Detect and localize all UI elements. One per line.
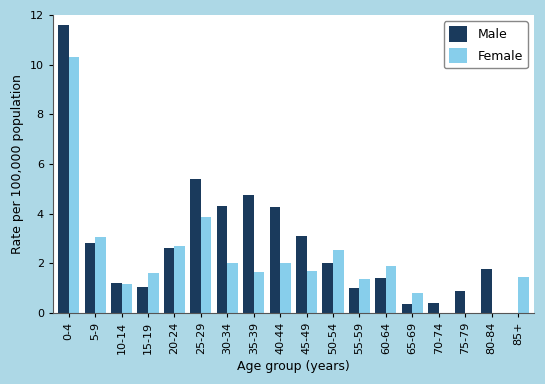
Bar <box>349 288 360 313</box>
Bar <box>69 57 79 313</box>
Bar <box>254 272 264 313</box>
Bar <box>95 237 106 313</box>
Bar <box>174 246 185 313</box>
Bar <box>270 207 280 313</box>
Bar <box>376 278 386 313</box>
Bar <box>148 273 159 313</box>
Bar <box>413 293 423 313</box>
Bar <box>122 285 132 313</box>
X-axis label: Age group (years): Age group (years) <box>237 360 350 373</box>
Bar <box>201 217 211 313</box>
Bar <box>481 270 492 313</box>
Bar <box>386 266 396 313</box>
Bar <box>518 277 529 313</box>
Bar <box>243 195 254 313</box>
Bar <box>111 283 122 313</box>
Bar <box>280 263 290 313</box>
Bar <box>137 287 148 313</box>
Y-axis label: Rate per 100,000 population: Rate per 100,000 population <box>11 74 24 254</box>
Bar <box>402 304 413 313</box>
Bar <box>307 271 317 313</box>
Bar <box>428 303 439 313</box>
Bar <box>84 243 95 313</box>
Legend: Male, Female: Male, Female <box>444 22 528 68</box>
Bar <box>360 280 370 313</box>
Bar <box>227 263 238 313</box>
Bar <box>296 236 307 313</box>
Bar <box>164 248 174 313</box>
Bar <box>333 250 343 313</box>
Bar <box>455 291 465 313</box>
Bar <box>217 206 227 313</box>
Bar <box>190 179 201 313</box>
Bar <box>323 263 333 313</box>
Bar <box>58 25 69 313</box>
